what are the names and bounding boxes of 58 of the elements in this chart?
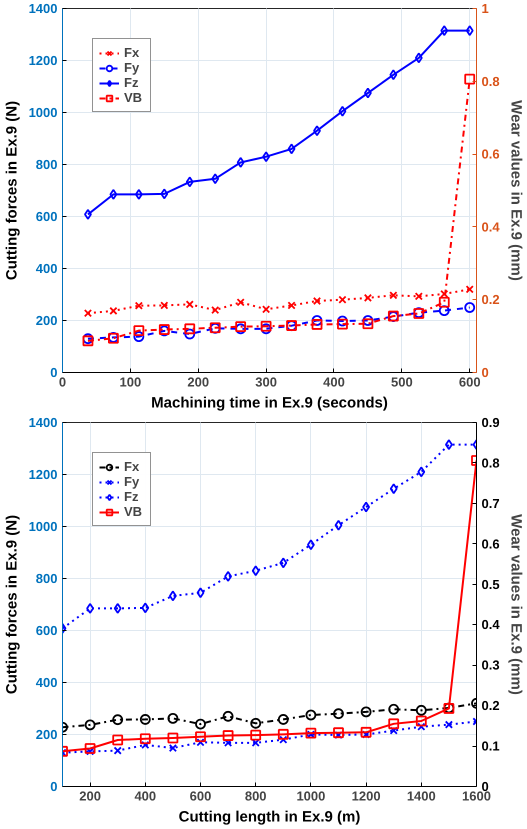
legend-label: Fy	[124, 60, 140, 75]
y-tick-label: 1400	[28, 1, 58, 16]
y2-tick-label: 0.2	[482, 292, 500, 308]
x-tick-label: 1400	[406, 788, 436, 804]
y2-tick-label: 0.6	[482, 146, 500, 162]
y2-axis-title: Wear values in Ex.9 (mm)	[508, 100, 525, 281]
y-tick-label: 0	[50, 365, 58, 380]
legend-label: VB	[124, 504, 144, 519]
y2-tick-label: 0.4	[482, 617, 500, 632]
y2-tick-label: 0.6	[482, 536, 500, 552]
y-tick-label: 1000	[28, 519, 58, 534]
x-tick-label: 400	[323, 374, 345, 390]
y2-tick-label: 0.8	[482, 455, 500, 470]
y-tick-label: 200	[36, 727, 58, 742]
x-tick-label: 100	[120, 374, 142, 390]
legend-label: Fz	[124, 75, 140, 90]
legend-label: Fz	[124, 489, 140, 504]
x-tick-label: 1200	[352, 788, 381, 804]
y2-axis-title: Wear values in Ex.9 (mm)	[508, 514, 525, 695]
x-tick-label: 300	[255, 374, 277, 390]
y2-tick-label: 0	[482, 365, 489, 380]
y-tick-label: 800	[36, 571, 58, 586]
y2-tick-label: 0.8	[482, 74, 500, 89]
x-tick-label: 800	[244, 788, 267, 804]
y-tick-label: 1200	[28, 467, 58, 482]
y-tick-label: 400	[36, 261, 58, 276]
y-tick-label: 600	[36, 623, 58, 638]
x-tick-label: 600	[190, 788, 212, 804]
y-tick-label: 1400	[28, 415, 58, 430]
y-axis-title: Cutting forces in Ex.9 (N)	[4, 514, 21, 694]
legend-label: Fx	[124, 459, 140, 474]
x-tick-label: 600	[458, 374, 481, 390]
y2-tick-label: 0.3	[482, 658, 500, 673]
x-tick-label: 1000	[296, 788, 326, 804]
y-tick-label: 600	[36, 209, 58, 224]
y2-tick-label: 0.5	[482, 576, 500, 592]
x-tick-label: 500	[391, 374, 413, 390]
legend-label: Fy	[124, 474, 140, 489]
y-tick-label: 200	[36, 313, 58, 328]
y2-tick-label: 0.9	[482, 415, 500, 430]
y-tick-label: 400	[36, 675, 58, 690]
x-tick-label: 200	[187, 374, 210, 390]
y2-tick-label: 0.2	[482, 698, 500, 714]
y-tick-label: 800	[36, 157, 58, 172]
x-axis-title: Machining time in Ex.9 (seconds)	[151, 394, 388, 412]
x-axis-title: Cutting length in Ex.9 (m)	[178, 808, 360, 826]
y-tick-label: 1000	[28, 105, 58, 120]
x-tick-label: 200	[79, 788, 101, 804]
y2-tick-label: 0.7	[482, 496, 500, 511]
y-tick-label: 1200	[28, 53, 58, 68]
y2-tick-label: 1	[482, 1, 489, 16]
legend-label: Fx	[124, 45, 140, 60]
y2-tick-label: 0.4	[482, 219, 500, 234]
y-tick-label: 0	[50, 779, 58, 794]
y2-tick-label: 0.1	[482, 738, 500, 754]
legend-label: VB	[124, 90, 144, 105]
y-axis-title: Cutting forces in Ex.9 (N)	[4, 100, 21, 280]
x-tick-label: 400	[134, 788, 156, 804]
